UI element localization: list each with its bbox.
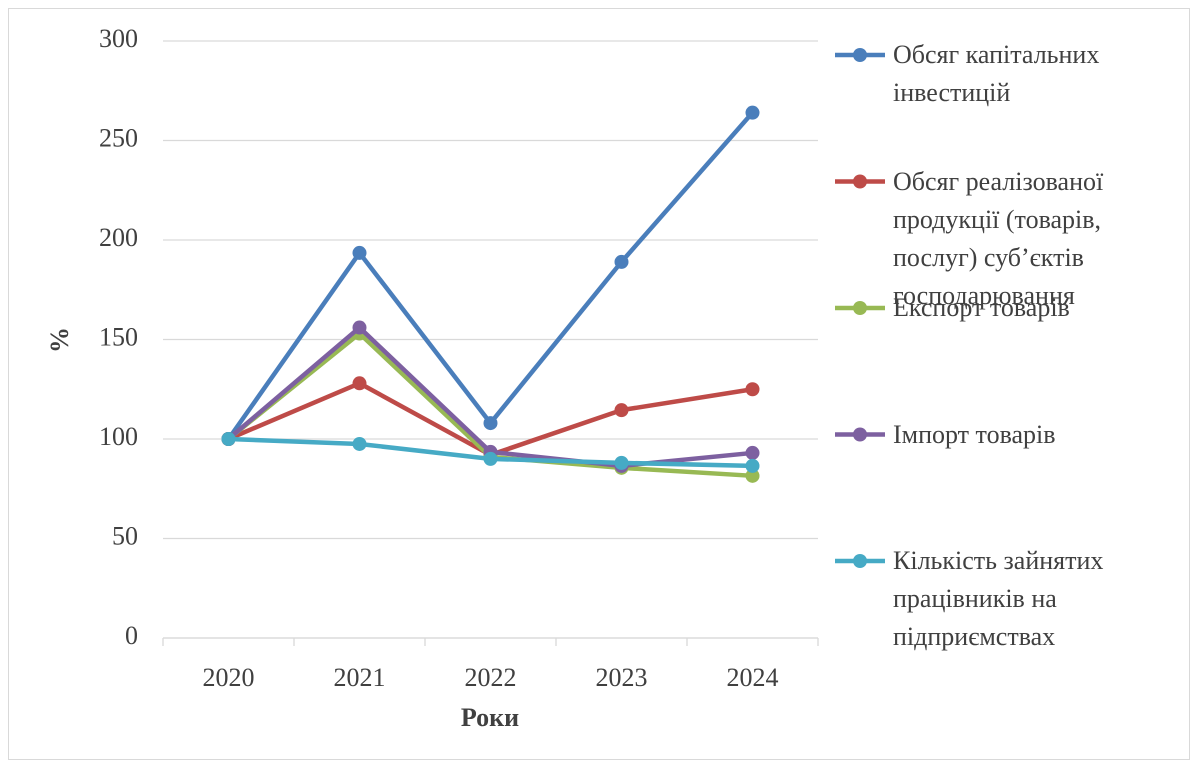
legend-marker (853, 427, 867, 442)
x-tick-label: 2024 (727, 663, 779, 692)
data-point (745, 458, 760, 473)
x-axis-label: Роки (461, 703, 519, 732)
data-point (221, 432, 236, 446)
x-tick-label: 2023 (596, 663, 648, 692)
y-axis-label: % (45, 327, 74, 353)
data-point (352, 245, 367, 260)
data-point (352, 436, 367, 451)
x-tick-label: 2022 (465, 663, 517, 692)
legend-marker (853, 301, 867, 315)
legend-marker (853, 174, 867, 189)
chart-frame (8, 8, 1190, 760)
data-point (352, 376, 367, 391)
y-tick-label: 200 (99, 223, 138, 252)
legend-label: Кількість зайнятих працівників на підпри… (893, 546, 1104, 651)
x-tick-label: 2021 (334, 663, 386, 692)
data-point (614, 403, 629, 418)
data-point (745, 382, 760, 397)
legend-marker (853, 48, 867, 62)
data-point (614, 455, 629, 470)
data-point (745, 468, 760, 483)
data-point (614, 254, 629, 269)
legend-label: Обсяг реалізованої продукції (товарів, п… (893, 166, 1104, 310)
legend-marker (853, 554, 867, 568)
data-point (745, 105, 760, 120)
legend-label: Обсяг капітальних інвестицій (893, 40, 1100, 107)
data-point (352, 320, 367, 335)
y-tick-label: 250 (99, 123, 138, 152)
x-tick-label: 2020 (203, 663, 255, 692)
data-point (483, 416, 498, 431)
y-tick-label: 150 (99, 322, 138, 351)
y-tick-label: 300 (99, 24, 138, 53)
y-tick-label: 50 (112, 521, 138, 550)
y-tick-label: 0 (125, 621, 138, 650)
data-point (483, 451, 498, 466)
legend-label: Імпорт товарів (893, 419, 1056, 449)
legend-label: Експорт товарів (893, 293, 1070, 322)
data-point (745, 445, 760, 460)
y-tick-label: 100 (99, 422, 138, 451)
